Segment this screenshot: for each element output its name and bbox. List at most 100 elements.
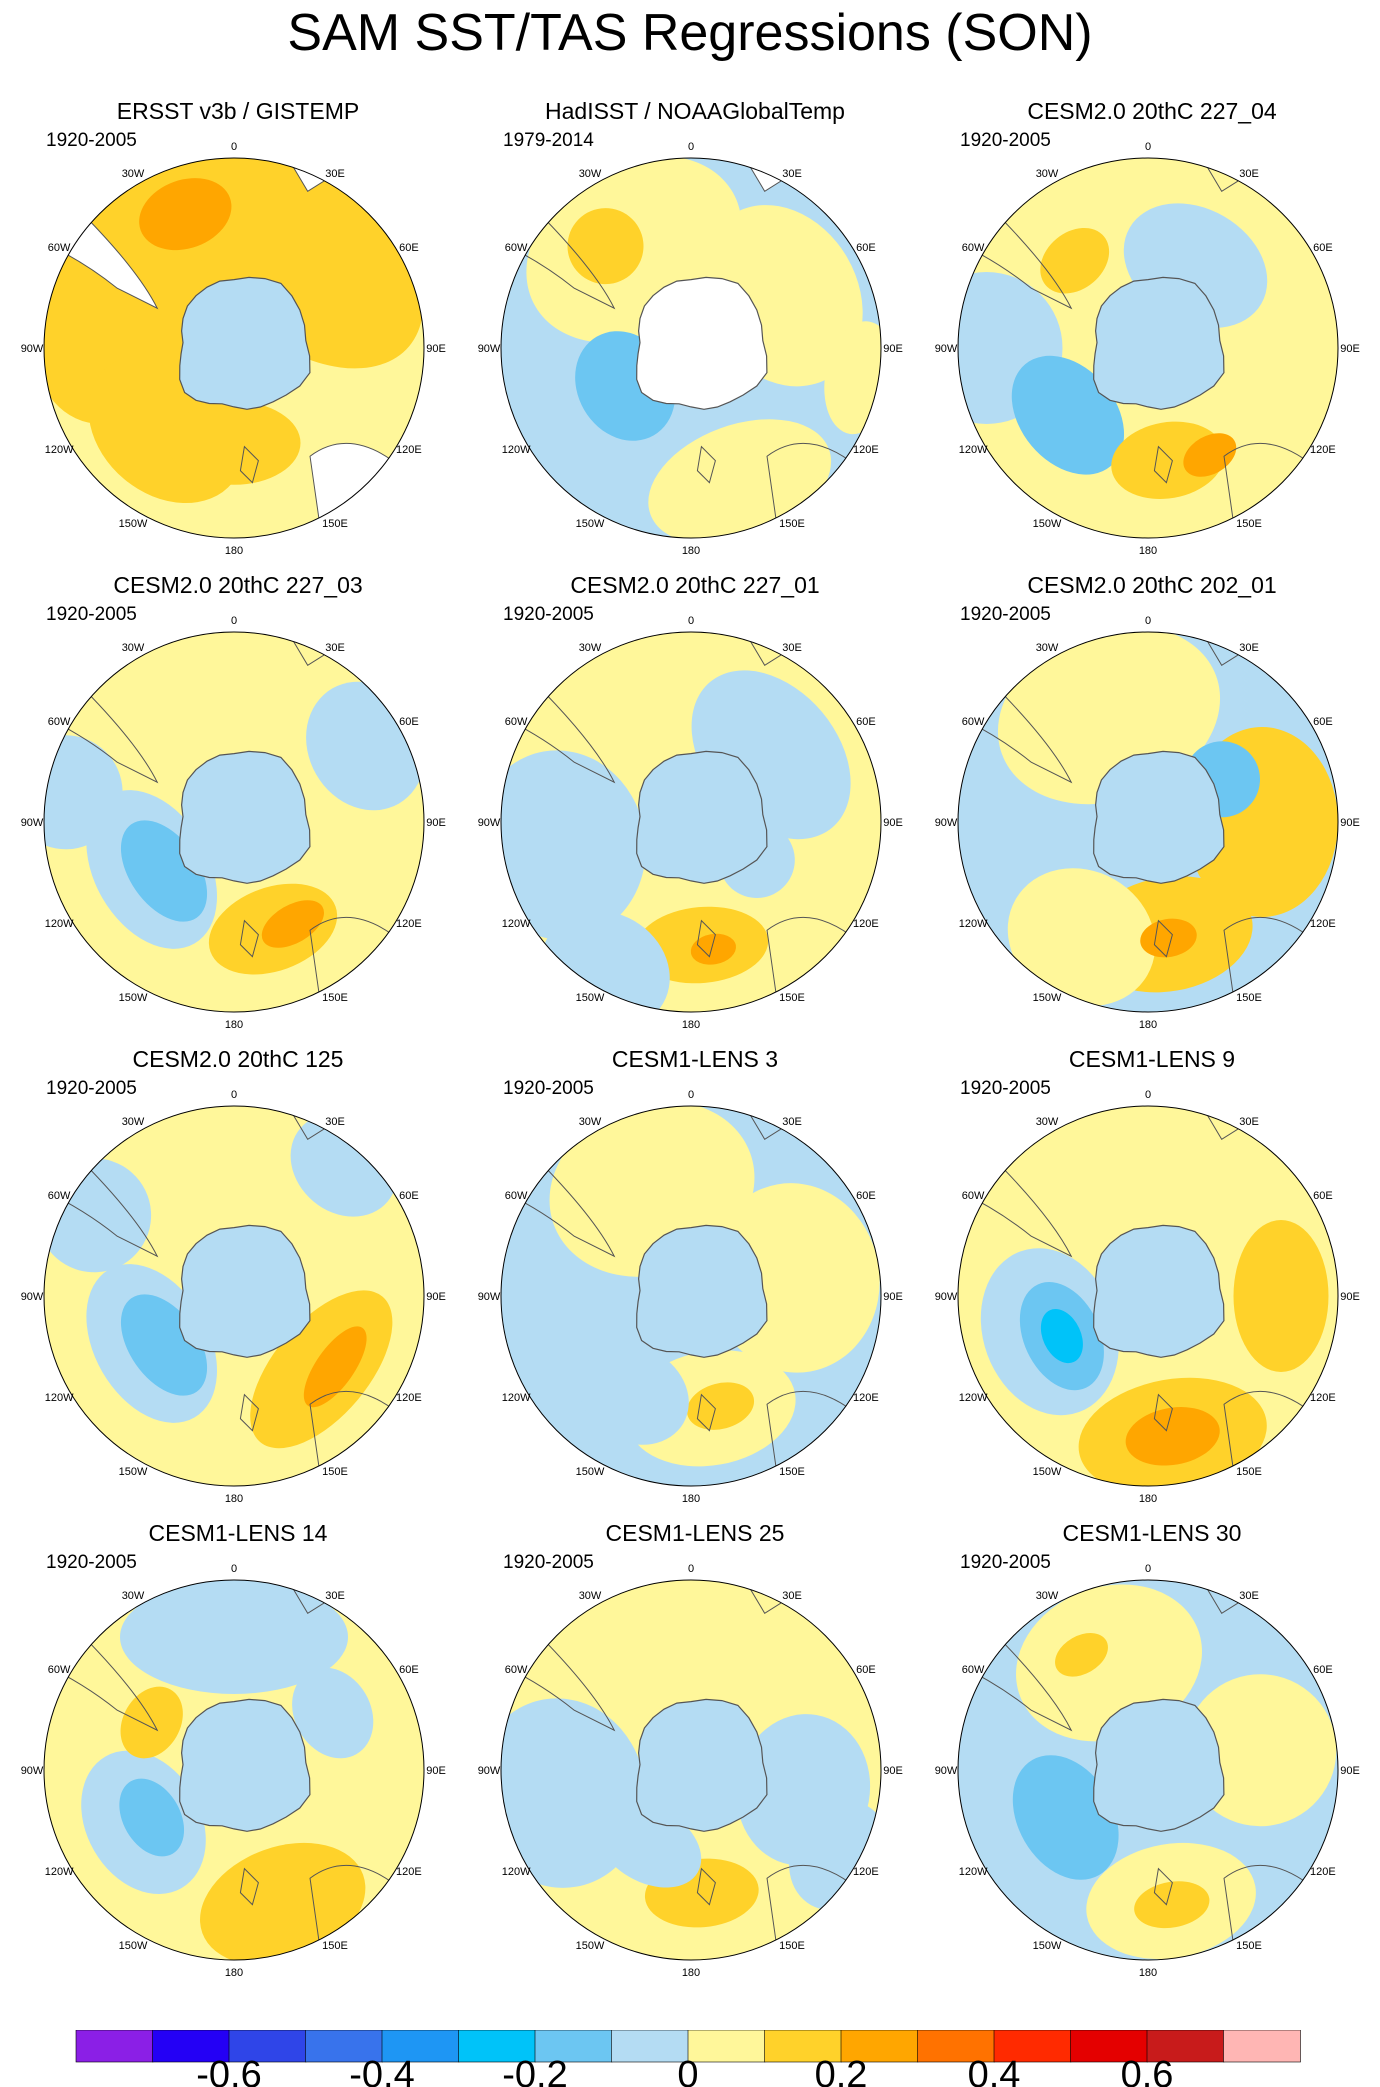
longitude-label: 30W (1036, 1590, 1059, 1602)
map-boundary (43, 1579, 425, 1961)
longitude-label: 60E (1313, 242, 1333, 254)
coastline-australia (309, 442, 411, 527)
anomaly-contour (44, 735, 123, 850)
longitude-label: 0 (688, 1089, 694, 1101)
longitude-label: 120W (502, 444, 531, 456)
longitude-label: 30W (579, 1116, 602, 1128)
anomaly-contour (579, 1344, 689, 1445)
map-boundary (43, 157, 425, 539)
polar-map: 0 30E 60E 90E 120E 150E 180 150W 120W 90W 60W 30W (935, 1089, 1360, 1505)
longitude-label: 150E (779, 1940, 805, 1952)
colorbar-swatch (1223, 2030, 1301, 2063)
anomaly-contour (303, 1326, 367, 1408)
longitude-label: 120W (45, 1392, 74, 1404)
polar-map: 0 30E 60E 90E 120E 150E 180 150W 120W 90W 60W 30W (935, 141, 1360, 557)
longitude-label: 150E (322, 1940, 348, 1952)
longitude-label: 150E (779, 518, 805, 530)
anomaly-contour (200, 1842, 366, 1960)
longitude-label: 60E (856, 1664, 876, 1676)
map-panel: 0 30E 60E 90E 120E 150E 180 150W 120W 90W 60W 30W CE… (922, 1045, 1380, 1520)
longitude-label: 60W (505, 242, 528, 254)
panel-period: 1920-2005 (960, 130, 1051, 151)
longitude-label: 150W (1033, 1940, 1062, 1952)
anomaly-contour (120, 1580, 348, 1694)
map-panel: 0 30E 60E 90E 120E 150E 180 150W 120W 90W 60W 30W CE… (465, 1519, 925, 1994)
map-boundary (43, 1105, 425, 1487)
polar-map: 0 30E 60E 90E 120E 150E 180 150W 120W 90W 60W 30W (21, 615, 446, 1031)
longitude-label: 30W (122, 642, 145, 654)
panel-period: 1920-2005 (960, 1078, 1051, 1099)
panel-title: ERSST v3b / GISTEMP (116, 98, 360, 124)
coastline-new-zealand (239, 1867, 259, 1906)
longitude-label: 30W (1036, 1116, 1059, 1128)
map-boundary (43, 631, 425, 1013)
coastline-new-zealand (1153, 445, 1173, 484)
anomaly-contour (139, 178, 232, 251)
coastline-south-america (501, 207, 616, 310)
longitude-label: 60E (399, 242, 419, 254)
longitude-label: 90E (1340, 1765, 1360, 1777)
colorbar-tick-label: -0.4 (349, 2054, 414, 2087)
longitude-label: 180 (225, 545, 243, 557)
longitude-label: 150W (1033, 1466, 1062, 1478)
longitude-label: 120E (1310, 918, 1336, 930)
longitude-label: 120W (502, 1866, 531, 1878)
longitude-label: 60E (856, 1190, 876, 1202)
antarctica (1093, 276, 1225, 410)
colorbar-swatch (228, 2030, 307, 2063)
longitude-label: 90W (935, 343, 958, 355)
longitude-label: 150E (779, 992, 805, 1004)
anomaly-contour (1140, 918, 1197, 958)
longitude-label: 120E (853, 444, 879, 456)
longitude-label: 150W (119, 1466, 148, 1478)
longitude-label: 60E (856, 716, 876, 728)
longitude-label: 90W (21, 1765, 44, 1777)
longitude-label: 30E (782, 1590, 802, 1602)
longitude-label: 150E (1236, 992, 1262, 1004)
colorbar-tick-label: 0.4 (968, 2054, 1021, 2087)
polar-map: 0 30E 60E 90E 120E 150E 180 150W 120W 90W 60W 30W (478, 1563, 903, 1979)
map-boundary (957, 1105, 1339, 1487)
panel-period: 1920-2005 (503, 1552, 594, 1573)
panel-title: CESM2.0 20thC 227_04 (1027, 98, 1277, 124)
longitude-label: 60E (1313, 716, 1333, 728)
longitude-label: 90E (1340, 1291, 1360, 1303)
longitude-label: 0 (1145, 141, 1151, 153)
longitude-label: 30E (1239, 1590, 1259, 1602)
map-panel: 0 30E 60E 90E 120E 150E 180 150W 120W 90W 60W 30W CE… (465, 571, 925, 1046)
panel-title: CESM2.0 20thC 202_01 (1027, 572, 1277, 598)
panel-title: CESM1-LENS 3 (611, 1046, 779, 1072)
panel-title: HadISST / NOAAGlobalTemp (545, 98, 845, 124)
coastline-south-america (958, 681, 1073, 784)
antarctica (636, 750, 768, 884)
polar-map: 0 30E 60E 90E 120E 150E 180 150W 120W 90W 60W 30W (478, 1089, 903, 1505)
map-boundary (500, 631, 882, 1013)
longitude-label: 0 (231, 1563, 237, 1575)
colorbar-swatch (152, 2030, 230, 2063)
antarctica (179, 1224, 311, 1358)
map-panel: 0 30E 60E 90E 120E 150E 180 150W 120W 90W 60W 30W CE… (8, 571, 468, 1046)
longitude-label: 0 (1145, 615, 1151, 627)
longitude-label: 150E (322, 1466, 348, 1478)
panel-period: 1979-2014 (503, 130, 594, 151)
colorbar-swatch (840, 2030, 919, 2063)
longitude-label: 30W (122, 1590, 145, 1602)
longitude-label: 0 (1145, 1563, 1151, 1575)
anomaly-contour (261, 900, 325, 948)
longitude-label: 150E (1236, 1466, 1262, 1478)
antarctica (179, 750, 311, 884)
longitude-label: 120W (959, 1866, 988, 1878)
longitude-label: 60W (505, 1664, 528, 1676)
longitude-label: 30W (122, 168, 145, 180)
polar-map: 0 30E 60E 90E 120E 150E 180 150W 120W 90W 60W 30W (935, 615, 1360, 1031)
longitude-label: 90W (21, 1291, 44, 1303)
longitude-label: 60E (1313, 1664, 1333, 1676)
longitude-label: 90W (478, 343, 501, 355)
coastline-south-america (44, 681, 159, 784)
longitude-label: 150W (119, 518, 148, 530)
colorbar-swatch (1146, 2030, 1225, 2063)
polar-map: 0 30E 60E 90E 120E 150E 180 150W 120W 90W 60W 30W (21, 1089, 446, 1505)
polar-map: 0 30E 60E 90E 120E 150E 180 150W 120W 90W 60W 30W (21, 1563, 446, 1979)
longitude-label: 90W (21, 817, 44, 829)
longitude-label: 180 (682, 1493, 700, 1505)
